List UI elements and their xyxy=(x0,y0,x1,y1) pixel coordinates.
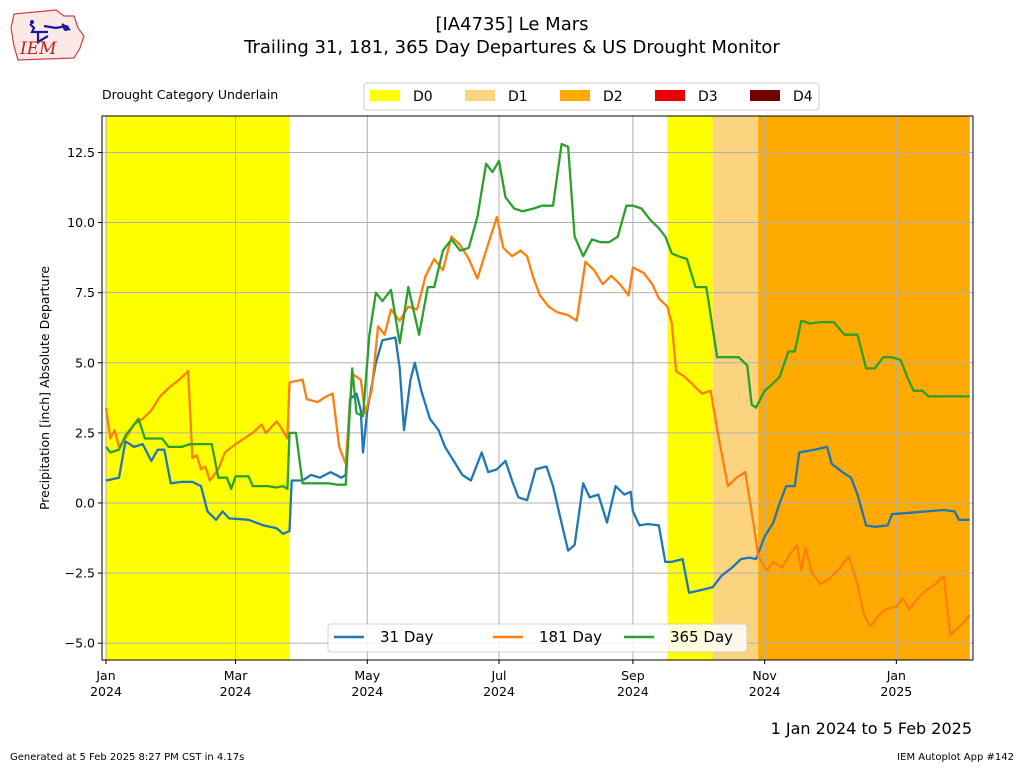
series-line-s31 xyxy=(105,336,970,594)
y-tick-label: 10.0 xyxy=(67,215,95,230)
series-legend-frame xyxy=(327,623,748,653)
drought-bands xyxy=(106,116,970,660)
x-tick-label-year: 2024 xyxy=(617,684,649,699)
y-tick-label: 5.0 xyxy=(75,355,95,370)
series-legend: 31 Day 181 Day 365 Day xyxy=(327,623,748,653)
x-tick-label-year: 2024 xyxy=(483,684,515,699)
grid xyxy=(102,116,973,660)
drought-legend-label-D4: D4 xyxy=(793,89,813,105)
x-tick-label-month: Sep xyxy=(621,668,645,683)
y-tick-label: −5.0 xyxy=(65,636,95,651)
drought-legend-swatch-D4 xyxy=(750,90,780,101)
drought-band-D2-3 xyxy=(758,116,970,660)
drought-legend-swatch-D0 xyxy=(370,90,400,101)
series-line-s181 xyxy=(104,215,971,636)
y-axis: −5.0 −2.5 0.0 2.5 5.0 7.5 10.0 12.5 xyxy=(65,145,102,651)
chart-title-station: [IA4735] Le Mars xyxy=(435,14,589,35)
x-tick-label-month: Jul xyxy=(490,668,506,683)
chart-title: Trailing 31, 181, 365 Day Departures & U… xyxy=(244,37,780,58)
iem-logo: IEM xyxy=(10,9,85,61)
series-lines xyxy=(104,142,971,636)
y-tick-label: 0.0 xyxy=(75,495,95,510)
x-tick-label-month: Jan xyxy=(95,668,115,683)
series-line-s365 xyxy=(105,142,970,491)
y-tick-label: 7.5 xyxy=(75,285,95,300)
drought-underlain-label: Drought Category Underlain xyxy=(102,87,279,102)
x-tick-label-year: 2024 xyxy=(749,684,781,699)
drought-legend-frame xyxy=(363,82,820,111)
y-tick-label: −2.5 xyxy=(65,566,95,581)
drought-band-D0-1 xyxy=(667,116,713,660)
drought-legend-label-D2: D2 xyxy=(603,89,623,105)
drought-band-D0-0 xyxy=(106,116,290,660)
y-tick-label: 2.5 xyxy=(75,425,95,440)
x-tick-label-month: Nov xyxy=(752,668,777,683)
x-tick-label-month: Jan xyxy=(886,668,906,683)
drought-legend-swatch-D2 xyxy=(560,90,590,101)
plot-frame xyxy=(101,115,974,661)
app-id: IEM Autoplot App #142 xyxy=(897,752,1014,763)
series-legend-label-s31: 31 Day xyxy=(380,628,434,646)
drought-legend-label-D3: D3 xyxy=(698,89,718,105)
generated-timestamp: Generated at 5 Feb 2025 8:27 PM CST in 4… xyxy=(10,752,245,763)
logo-text: IEM xyxy=(19,39,57,59)
series-legend-label-s181: 181 Day xyxy=(539,628,602,646)
drought-legend-swatch-D3 xyxy=(655,90,685,101)
drought-legend-label-D0: D0 xyxy=(413,89,433,105)
y-tick-label: 12.5 xyxy=(67,145,95,160)
x-tick-label-year: 2024 xyxy=(220,684,252,699)
x-axis: Jan2024Mar2024May2024Jul2024Sep2024Nov20… xyxy=(90,660,912,699)
drought-legend-label-D1: D1 xyxy=(508,89,528,105)
y-axis-label: Precipitation [inch] Absolute Departure xyxy=(37,266,52,510)
drought-legend-swatch-D1 xyxy=(465,90,495,101)
x-tick-label-year: 2024 xyxy=(351,684,383,699)
date-range: 1 Jan 2024 to 5 Feb 2025 xyxy=(770,719,972,738)
x-tick-label-month: Mar xyxy=(224,668,248,683)
x-tick-label-month: May xyxy=(354,668,380,683)
drought-legend: D0 D1 D2 D3 D4 xyxy=(363,82,820,111)
series-legend-label-s365: 365 Day xyxy=(670,628,733,646)
x-tick-label-year: 2024 xyxy=(90,684,122,699)
x-tick-label-year: 2025 xyxy=(880,684,912,699)
